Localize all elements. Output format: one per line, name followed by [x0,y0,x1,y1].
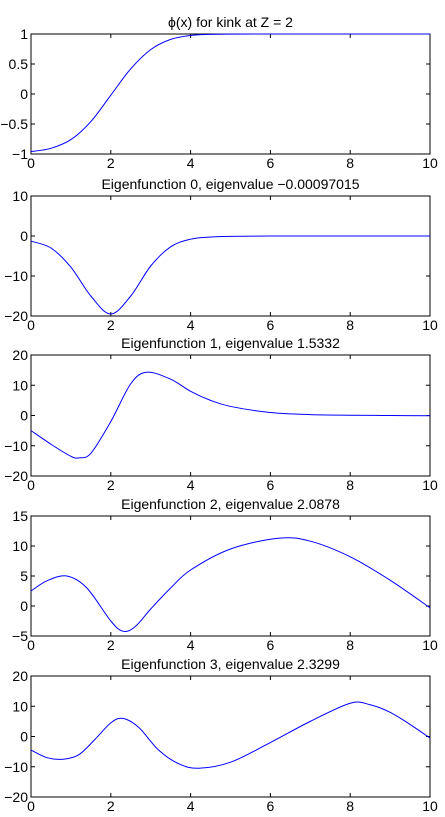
x-tick-label: 10 [422,477,438,493]
x-tick-label: 10 [422,798,438,814]
x-tick-label: 2 [107,477,115,493]
y-tick-label: −1 [12,146,28,162]
series-line [30,235,430,315]
y-tick-label: 0.5 [9,56,29,72]
y-tick-label: −10 [4,268,28,284]
x-tick-label: 6 [267,798,275,814]
x-tick-label: 8 [346,155,354,171]
x-tick-label: 4 [187,798,195,814]
x-tick-label: 2 [107,798,115,814]
x-tick-label: 8 [346,477,354,493]
y-tick-label: −0.5 [0,116,28,132]
x-tick-label: 0 [27,477,35,493]
series-line [30,701,431,769]
x-tick-label: 0 [27,155,35,171]
series-line [30,33,430,153]
axes-frame [30,675,431,798]
y-tick-label: 1 [20,26,28,42]
x-tick-label: 10 [422,637,438,653]
y-tick-label: 0 [20,729,28,745]
y-tick-label: −20 [4,789,28,805]
y-tick-label: 0 [20,228,28,244]
x-tick-label: 6 [267,637,275,653]
y-tick-label: −20 [4,468,28,484]
y-tick-label: 15 [12,508,28,524]
subplot-title: Eigenfunction 0, eigenvalue −0.00097015 [101,176,359,192]
subplot-1: Eigenfunction 0, eigenvalue −0.00097015 0… [4,176,438,333]
y-tick-label: 20 [12,668,28,684]
y-tick-label: 10 [12,538,28,554]
axes-frame [30,195,431,317]
x-tick-label: 4 [187,317,195,333]
y-tick-label: 10 [12,188,28,204]
x-tick-label: 0 [27,798,35,814]
x-tick-label: 6 [267,477,275,493]
x-tick-label: 8 [346,317,354,333]
y-tick-label: 10 [12,377,28,393]
subplot-0: ϕ(x) for kink at Z = 2 0 2 4 6 8 10 −1 −0.5 0 0.5 1 [0,14,438,171]
y-tick-label: 0 [20,598,28,614]
subplot-title: Eigenfunction 3, eigenvalue 2.3299 [121,656,340,672]
x-tick-label: 0 [27,637,35,653]
x-tick-label: 0 [27,317,35,333]
x-tick-label: 10 [422,155,438,171]
subplot-3: Eigenfunction 2, eigenvalue 2.0878 0 2 4 6 8 1… [12,496,438,653]
series-line [30,371,431,459]
x-tick-label: 8 [346,637,354,653]
subplot-2: Eigenfunction 1, eigenvalue 1.5332 0 2 4 6 8 1… [4,335,438,493]
x-tick-label: 4 [187,477,195,493]
subplot-title: Eigenfunction 2, eigenvalue 2.0878 [121,496,340,512]
x-tick-label: 10 [422,317,438,333]
series-line [30,537,431,632]
y-tick-label: 0 [20,408,28,424]
x-tick-label: 2 [107,155,115,171]
x-tick-label: 6 [267,317,275,333]
y-tick-label: 5 [20,568,28,584]
y-tick-label: −5 [12,628,28,644]
x-tick-label: 2 [107,637,115,653]
x-tick-label: 8 [346,798,354,814]
x-tick-label: 6 [267,155,275,171]
x-tick-label: 4 [187,155,195,171]
axes-frame [30,515,431,637]
axes-frame [30,33,431,155]
x-tick-label: 4 [187,637,195,653]
subplot-title: ϕ(x) for kink at Z = 2 [168,14,293,30]
y-tick-label: −10 [4,438,28,454]
y-tick-label: −20 [4,308,28,324]
x-tick-label: 2 [107,317,115,333]
y-tick-label: 20 [12,347,28,363]
y-tick-label: 0 [20,86,28,102]
y-tick-label: 10 [12,698,28,714]
subplot-title: Eigenfunction 1, eigenvalue 1.5332 [121,335,340,351]
subplot-4: Eigenfunction 3, eigenvalue 2.3299 0 2 4 6 8 1… [4,656,438,814]
y-tick-label: −10 [4,759,28,775]
